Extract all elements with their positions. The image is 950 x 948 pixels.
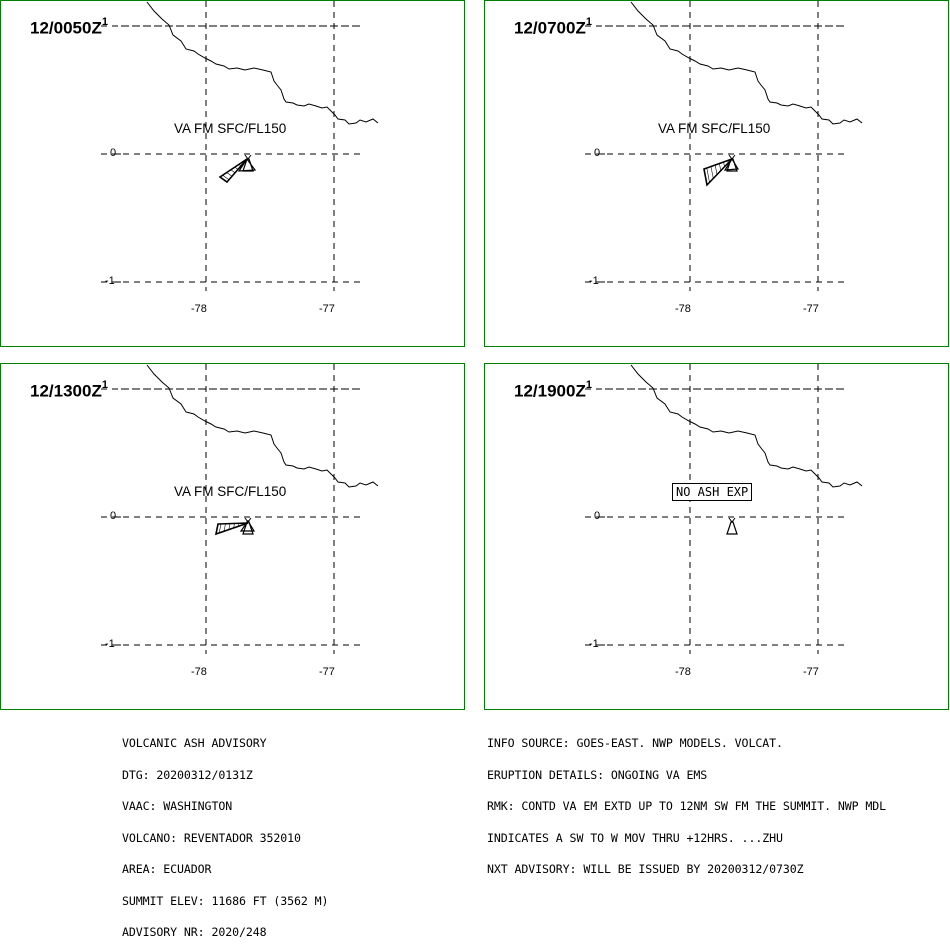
ash-cloud-polygon [216,521,254,534]
ash-label: VA FM SFC/FL150 [658,121,770,136]
advisory-line: VAAC: WASHINGTON [122,801,328,812]
lon-tick-77: -77 [319,303,335,315]
coastline [147,365,378,487]
advisory-line: INFO SOURCE: GOES-EAST. NWP MODELS. VOLC… [487,738,886,749]
lon-tick-78: -78 [675,666,691,678]
coastline [631,2,862,124]
lat-tick-minus1: -1 [105,638,115,650]
ash-label: VA FM SFC/FL150 [174,484,286,499]
map-grid [585,1,845,291]
map-canvas-3 [1,364,465,710]
advisory-line: ADVISORY NR: 2020/248 [122,927,328,938]
lon-tick-78: -78 [191,303,207,315]
ash-cloud-polygon [704,159,738,185]
map-panel-4: 12/1900Z1 NO ASH EXP 0 -1 -78 -77 [484,363,949,710]
advisory-line: VOLCANIC ASH ADVISORY [122,738,328,749]
coastline [631,365,862,487]
advisory-line: ERUPTION DETAILS: ONGOING VA EMS [487,770,886,781]
advisory-line: AREA: ECUADOR [122,864,328,875]
lon-tick-77: -77 [803,303,819,315]
map-panel-3: 12/1300Z1 VA FM SFC/FL150 0 -1 -78 -77 [0,363,465,710]
map-panel-2: 12/0700Z1 VA FM SFC/FL150 0 -1 -78 -77 [484,0,949,347]
advisory-line: INDICATES A SW TO W MOV THRU +12HRS. ...… [487,833,886,844]
lon-tick-78: -78 [191,666,207,678]
lat-tick-0: 0 [110,510,116,522]
panel-time: 12/0700Z1 [514,18,592,39]
map-canvas-4 [485,364,949,710]
map-canvas-2 [485,1,949,347]
lat-tick-0: 0 [594,147,600,159]
lat-tick-0: 0 [594,510,600,522]
map-grid [101,1,361,291]
map-grid [101,364,361,654]
lat-tick-minus1: -1 [589,275,599,287]
panel-time: 12/0050Z1 [30,18,108,39]
panel-time: 12/1300Z1 [30,381,108,402]
advisory-line: VOLCANO: REVENTADOR 352010 [122,833,328,844]
advisory-line: NXT ADVISORY: WILL BE ISSUED BY 20200312… [487,864,886,875]
panel-time: 12/1900Z1 [514,381,592,402]
lon-tick-77: -77 [803,666,819,678]
ash-cloud-polygon [220,159,255,182]
map-grid [585,364,845,654]
advisory-text-right: INFO SOURCE: GOES-EAST. NWP MODELS. VOLC… [487,717,886,885]
advisory-line: RMK: CONTD VA EM EXTD UP TO 12NM SW FM T… [487,801,886,812]
no-ash-box: NO ASH EXP [672,483,752,501]
lat-tick-minus1: -1 [589,638,599,650]
lon-tick-77: -77 [319,666,335,678]
advisory-line: DTG: 20200312/0131Z [122,770,328,781]
lon-tick-78: -78 [675,303,691,315]
advisory-line: SUMMIT ELEV: 11686 FT (3562 M) [122,896,328,907]
coastline [147,2,378,124]
lat-tick-minus1: -1 [105,275,115,287]
advisory-text-left: VOLCANIC ASH ADVISORY DTG: 20200312/0131… [122,717,328,948]
lat-tick-0: 0 [110,147,116,159]
ash-label: VA FM SFC/FL150 [174,121,286,136]
map-canvas-1 [1,1,465,347]
volcano-marker [727,518,737,534]
map-panel-1: 12/0050Z1 VA FM SFC/FL150 0 -1 -78 -77 [0,0,465,347]
